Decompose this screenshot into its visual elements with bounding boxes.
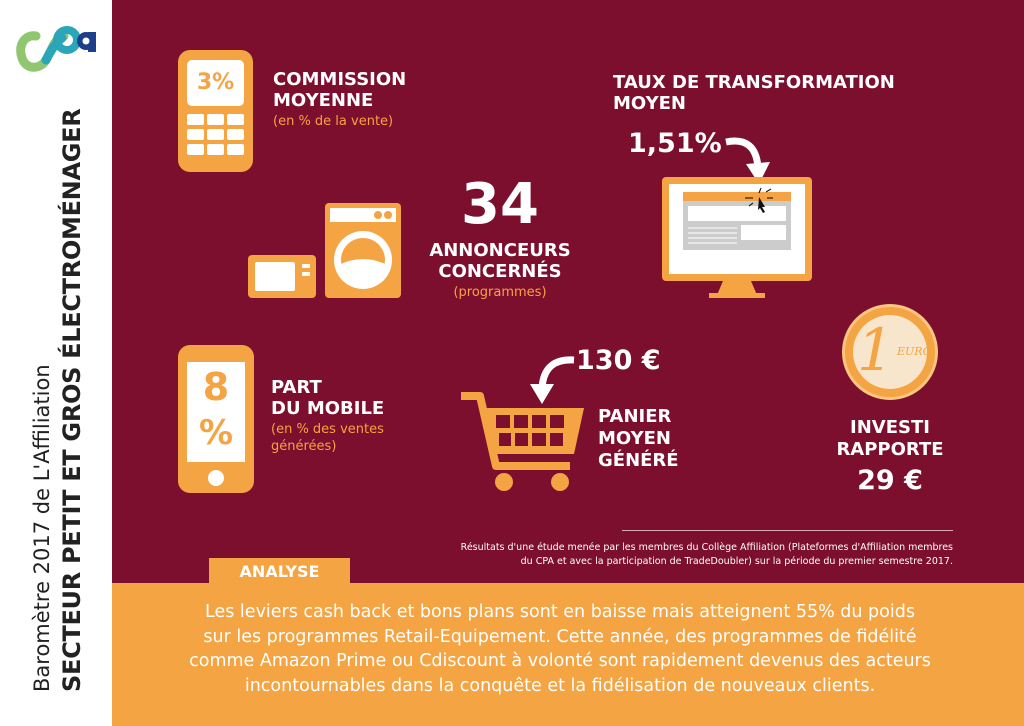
microwave-washer-icon xyxy=(248,203,401,298)
divider xyxy=(622,530,953,531)
conversion-title-1: TAUX DE TRANSFORMATION xyxy=(613,72,895,93)
analysis-text: Les leviers cash back et bons plans sont… xyxy=(150,600,970,698)
commission-value: 3% xyxy=(187,60,244,106)
mobile-note-2: générées) xyxy=(271,439,337,454)
sidebar-title: SECTEUR PETIT ET GROS ÉLECTROMÉNAGER xyxy=(58,108,86,692)
roi-title-1: INVESTI xyxy=(850,417,930,438)
coin-label: EURO xyxy=(897,345,932,358)
euro-coin-icon: 1 EURO xyxy=(842,304,938,400)
conversion-title-2: MOYEN xyxy=(613,93,686,114)
shopping-cart-icon xyxy=(461,392,584,491)
mobile-note-1: (en % des ventes xyxy=(271,422,384,437)
arrow-icon xyxy=(530,356,575,404)
analysis-line: sur les programmes Retail-Equipement. Ce… xyxy=(203,626,917,647)
advertisers-title-2: CONCERNÉS xyxy=(438,261,562,282)
footnote: Résultats d'une étude menée par les memb… xyxy=(400,541,953,569)
coin-value: 1 xyxy=(857,316,894,384)
roi-title-2: RAPPORTE xyxy=(836,439,944,460)
smartphone-icon: 8 % xyxy=(178,345,254,493)
sidebar: Baromètre 2017 de L'Affiliation SECTEUR … xyxy=(0,0,112,726)
analysis-line: comme Amazon Prime ou Cdiscount à volont… xyxy=(189,651,931,671)
analysis-line: Les leviers cash back et bons plans sont… xyxy=(205,602,915,622)
advertisers-note: (programmes) xyxy=(453,285,547,300)
basket-title-3: GÉNÉRÉ xyxy=(598,450,679,471)
phone-keypad-icon: 3% xyxy=(178,50,253,172)
analysis-band xyxy=(112,583,1024,726)
advertisers-title-1: ANNONCEURS xyxy=(429,240,571,261)
sidebar-subtitle: Baromètre 2017 de L'Affiliation xyxy=(30,364,54,692)
commission-title-1: COMMISSION xyxy=(273,69,407,90)
cpa-logo xyxy=(16,26,96,72)
footnote-line-1: Résultats d'une étude menée par les memb… xyxy=(460,542,953,553)
roi-value: 29 € xyxy=(857,465,923,496)
commission-note: (en % de la vente) xyxy=(273,114,394,129)
advertisers-value: 34 xyxy=(461,172,539,237)
basket-title-2: MOYEN xyxy=(598,428,671,449)
conversion-value: 1,51% xyxy=(628,128,722,159)
analysis-line: incontournables dans la conquête et la f… xyxy=(244,675,876,696)
mobile-title-2: DU MOBILE xyxy=(271,398,385,419)
footnote-line-2: du CPA et avec la participation de Trade… xyxy=(520,556,953,567)
basket-value: 130 € xyxy=(576,345,661,376)
basket-title-1: PANIER xyxy=(598,406,672,427)
arrow-icon xyxy=(725,137,770,184)
commission-title-2: MOYENNE xyxy=(273,90,374,111)
analysis-tab: ANALYSE xyxy=(209,558,350,584)
mobile-title-1: PART xyxy=(271,377,322,398)
monitor-click-icon xyxy=(662,177,812,298)
mobile-percent: % xyxy=(198,413,234,453)
mobile-digit: 8 xyxy=(202,365,230,409)
